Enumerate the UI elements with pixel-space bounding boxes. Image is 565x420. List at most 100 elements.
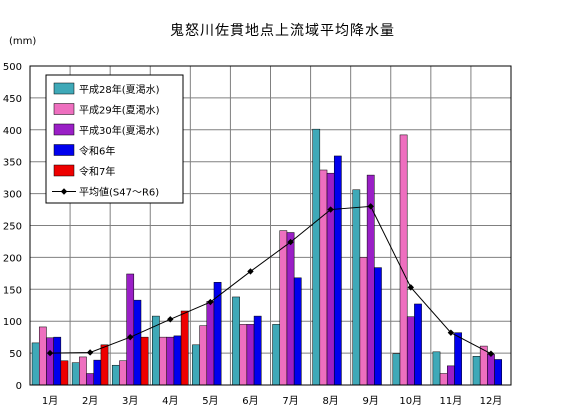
bar bbox=[312, 128, 321, 386]
x-tick-label: 5月 bbox=[202, 395, 218, 407]
bar bbox=[206, 301, 215, 386]
legend-swatch bbox=[53, 123, 75, 136]
average-point bbox=[207, 298, 214, 306]
bar bbox=[180, 310, 189, 386]
y-tick-label: 250 bbox=[3, 222, 22, 233]
bar bbox=[414, 303, 422, 386]
axes-group: 0 50 100 150 200 250 300 350 400 450 500 1月 2月 3月 4月 5月… bbox=[3, 62, 512, 407]
average-point bbox=[407, 284, 414, 291]
bar bbox=[239, 324, 248, 386]
bar bbox=[472, 356, 481, 386]
average-point bbox=[327, 206, 334, 213]
bar bbox=[100, 344, 109, 386]
legend-swatch bbox=[53, 82, 75, 95]
average-point bbox=[46, 349, 54, 357]
y-tick-label: 500 bbox=[3, 62, 22, 73]
x-tick-label: 4月 bbox=[162, 395, 178, 407]
legend-box bbox=[45, 74, 184, 204]
bar bbox=[286, 232, 295, 386]
average-point bbox=[367, 203, 374, 210]
bar bbox=[60, 360, 69, 386]
legend-label: 平均値(S47～R6) bbox=[79, 186, 159, 199]
bar bbox=[352, 189, 361, 386]
bar bbox=[326, 172, 335, 386]
x-tick-label: 12月 bbox=[480, 395, 503, 407]
x-tick-label: 1月 bbox=[42, 395, 58, 407]
bar bbox=[199, 325, 208, 386]
bar-series-group bbox=[31, 128, 503, 386]
y-tick-label: 200 bbox=[3, 253, 22, 264]
x-tick-label: 2月 bbox=[82, 395, 98, 407]
y-tick-label: 350 bbox=[3, 158, 22, 169]
average-point bbox=[287, 238, 294, 246]
bar bbox=[31, 342, 40, 386]
y-tick-label: 50 bbox=[9, 349, 22, 360]
legend-line-marker bbox=[60, 188, 68, 195]
bar bbox=[319, 169, 328, 386]
legend-label: 平成29年(夏渇水) bbox=[79, 104, 160, 117]
legend-label: 平成30年(夏渇水) bbox=[79, 124, 160, 137]
legend-swatch bbox=[53, 164, 75, 177]
y-tick-label: 300 bbox=[3, 190, 22, 201]
y-tick-label: 100 bbox=[3, 317, 22, 328]
y-tick-label: 450 bbox=[3, 94, 22, 105]
bar bbox=[432, 351, 441, 386]
average-line-group bbox=[46, 203, 495, 357]
bar bbox=[86, 373, 94, 386]
bar bbox=[479, 345, 488, 386]
bar bbox=[487, 354, 495, 386]
bar bbox=[46, 337, 54, 386]
bar bbox=[279, 230, 288, 386]
legend-swatch bbox=[53, 103, 75, 115]
average-point bbox=[487, 350, 495, 357]
bar bbox=[374, 267, 382, 386]
bar bbox=[192, 344, 200, 386]
bar bbox=[454, 332, 462, 386]
bar bbox=[399, 134, 408, 386]
legend: 平成28年(夏渇水) 平成29年(夏渇水) 平成30年(夏渇水) 令和6年令和7年平均… bbox=[45, 74, 184, 204]
average-point bbox=[127, 333, 134, 341]
bar bbox=[447, 365, 455, 386]
average-point bbox=[167, 316, 174, 323]
bar bbox=[213, 282, 222, 386]
legend-label: 令和6年 bbox=[79, 145, 115, 158]
bar bbox=[159, 336, 167, 386]
x-tick-label: 7月 bbox=[282, 395, 298, 407]
chart-title: 鬼怒川佐貫地点上流域平均降水量 bbox=[170, 23, 395, 39]
legend-label: 令和7年 bbox=[79, 165, 115, 178]
bar bbox=[126, 273, 135, 386]
bar bbox=[93, 359, 102, 386]
bar bbox=[166, 336, 175, 386]
bar bbox=[494, 359, 503, 386]
y-axis-unit-label: (mm) bbox=[9, 36, 37, 47]
bar bbox=[246, 324, 255, 386]
x-tick-label: 10月 bbox=[399, 395, 422, 407]
bar bbox=[173, 335, 182, 386]
bar bbox=[71, 362, 80, 386]
bar bbox=[53, 336, 62, 386]
bar bbox=[333, 155, 342, 386]
bar bbox=[392, 353, 401, 386]
bar bbox=[293, 277, 302, 386]
plot-frame bbox=[29, 65, 512, 386]
y-tick-label: 0 bbox=[16, 381, 22, 392]
legend-label: 平成28年(夏渇水) bbox=[79, 83, 160, 96]
bar bbox=[111, 364, 120, 386]
bar bbox=[232, 296, 240, 386]
y-tick-label: 150 bbox=[3, 285, 22, 296]
average-line bbox=[50, 205, 492, 355]
bar bbox=[359, 257, 368, 386]
average-point bbox=[86, 349, 94, 356]
x-tick-label: 6月 bbox=[242, 395, 258, 407]
bar bbox=[119, 360, 127, 386]
bar bbox=[253, 315, 262, 386]
bar bbox=[38, 326, 47, 386]
bar bbox=[133, 299, 142, 386]
bar bbox=[272, 324, 280, 386]
y-tick-label: 400 bbox=[3, 126, 22, 137]
average-point bbox=[247, 268, 254, 275]
x-tick-label: 8月 bbox=[322, 395, 338, 407]
x-tick-label: 9月 bbox=[363, 395, 379, 407]
average-point bbox=[447, 329, 455, 336]
bar bbox=[140, 336, 149, 386]
